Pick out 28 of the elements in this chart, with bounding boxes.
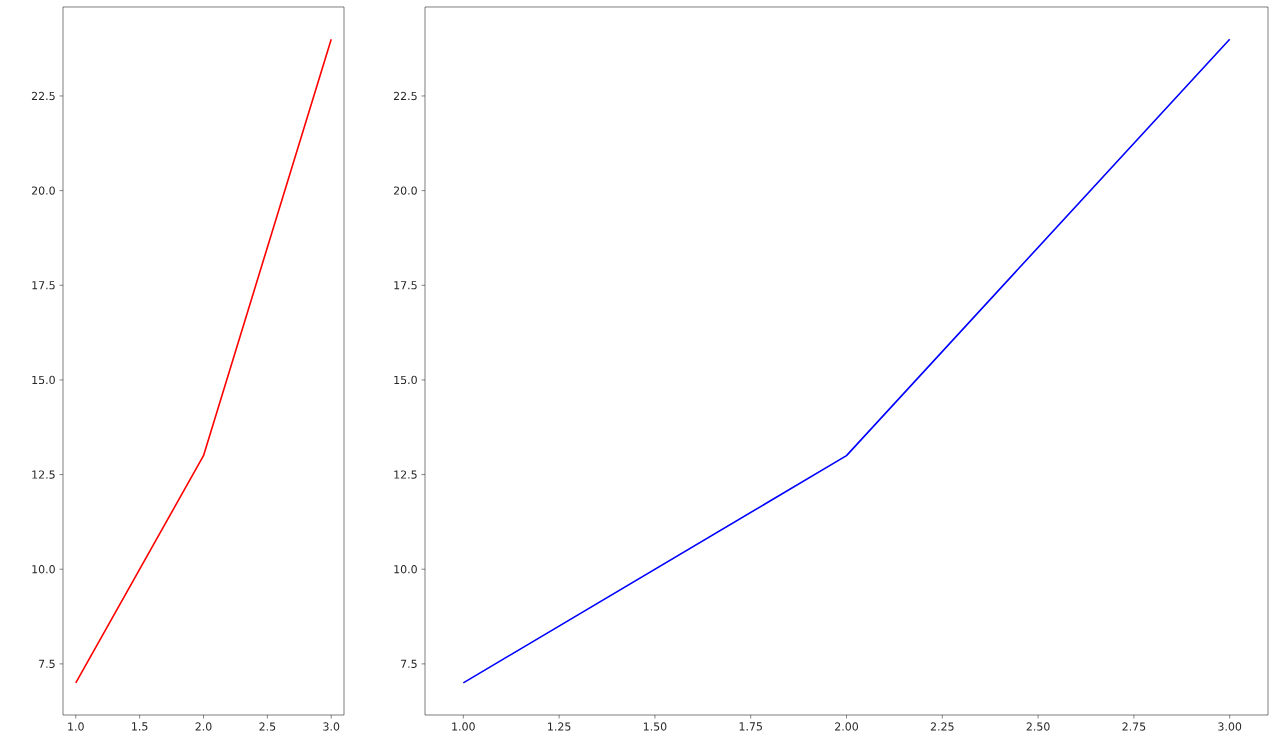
y-tick-label: 17.5	[394, 281, 417, 290]
y-tick-label: 20.0	[31, 186, 55, 195]
y-tick-label: 12.5	[32, 470, 55, 479]
x-tick-label: 1.5	[132, 722, 148, 731]
y-tick-label: 12.5	[394, 470, 417, 479]
y-tick-label: 10.0	[32, 565, 55, 574]
x-tick-label: 3.00	[1218, 722, 1242, 731]
y-tick-label: 17.5	[32, 281, 55, 290]
x-tick-label: 2.5	[259, 722, 276, 731]
y-tick-label: 7.5	[401, 659, 417, 668]
y-tick-label: 20.0	[393, 186, 417, 195]
y-tick-label: 15.0	[32, 375, 55, 385]
x-tick-label: 2.00	[835, 722, 859, 731]
x-tick-label: 1.0	[68, 722, 84, 731]
y-tick-label: 22.5	[393, 91, 417, 101]
x-tick-label: 2.25	[930, 722, 954, 731]
y-tick-label: 7.5	[39, 659, 55, 668]
x-tick-label: 3.0	[323, 722, 340, 731]
x-tick-label: 1.25	[548, 722, 571, 731]
x-tick-label: 2.50	[1026, 722, 1050, 731]
x-tick-label: 1.75	[739, 722, 762, 731]
y-tick-label: 15.0	[394, 375, 417, 385]
x-tick-label: 1.00	[452, 722, 475, 731]
x-tick-label: 2.75	[1122, 722, 1146, 731]
x-tick-label: 1.50	[643, 722, 667, 731]
y-tick-label: 22.5	[31, 91, 55, 101]
x-tick-label: 2.0	[195, 722, 212, 731]
y-tick-label: 10.0	[394, 565, 417, 574]
